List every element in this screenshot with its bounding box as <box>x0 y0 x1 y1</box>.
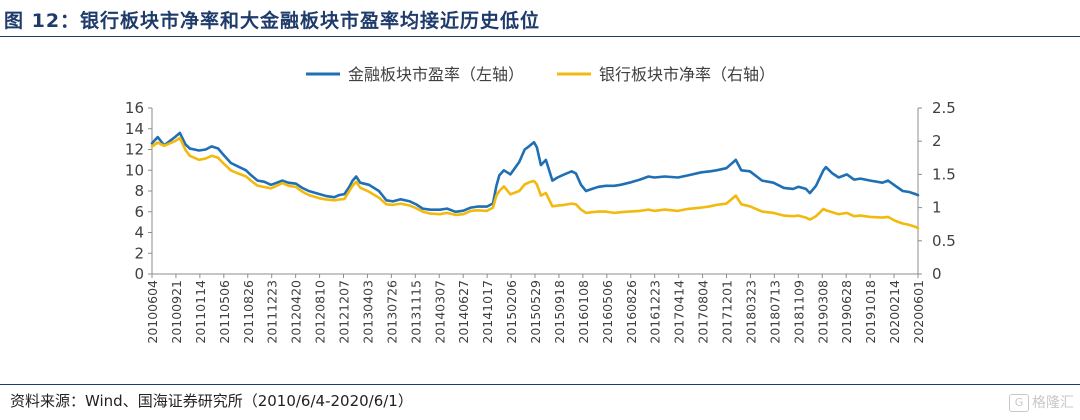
x-tick-label: 20130403 <box>360 280 375 344</box>
x-tick-label: 20110826 <box>241 280 256 344</box>
left-tick-label: 2 <box>134 244 144 262</box>
legend-item-financial-pe: 金融板块市盈率（左轴） <box>348 65 524 84</box>
x-tick-label: 20120810 <box>313 280 328 344</box>
x-tick-label: 20140627 <box>456 280 471 344</box>
x-tick-label: 20100921 <box>169 280 184 344</box>
x-tick-label: 20110114 <box>193 280 208 344</box>
financial-pe-line <box>150 131 920 214</box>
chart-legend: 金融板块市盈率（左轴） 银行板块市净率（右轴） <box>306 65 775 84</box>
source-rule <box>0 384 1080 385</box>
right-tick-label: 1.5 <box>932 165 956 183</box>
left-tick-label: 6 <box>134 203 144 221</box>
x-tick-label: 20150918 <box>552 280 567 344</box>
x-tick-label: 20100604 <box>145 280 160 344</box>
right-tick-label: 0.5 <box>932 232 956 250</box>
x-tick-label: 20111223 <box>265 280 280 344</box>
x-tick-label: 20130726 <box>384 280 399 344</box>
x-tick-label: 20131115 <box>408 280 423 344</box>
left-tick-label: 14 <box>125 120 144 138</box>
dual-axis-line-chart: 金融板块市盈率（左轴） 银行板块市净率（右轴） 024681012141600.5… <box>125 65 956 344</box>
x-tick-label: 20160826 <box>624 280 639 344</box>
x-tick-label: 20200214 <box>887 280 902 344</box>
watermark-logo: G 格隆汇 <box>1009 392 1074 412</box>
left-tick-label: 0 <box>134 265 144 283</box>
source-note: 资料来源：Wind、国海证券研究所（2010/6/4-2020/6/1） <box>10 392 413 410</box>
right-tick-label: 2 <box>932 132 942 150</box>
x-tick-label: 20170804 <box>696 280 711 344</box>
x-tick-label: 20140307 <box>432 280 447 344</box>
x-tick-label: 20150529 <box>528 280 543 344</box>
left-tick-label: 10 <box>125 161 144 179</box>
left-tick-label: 4 <box>134 224 144 242</box>
x-tick-label: 20161223 <box>648 280 663 344</box>
x-tick-label: 20170414 <box>672 280 687 344</box>
figure-title: 图 12：银行板块市净率和大金融板块市盈率均接近历史低位 <box>4 10 541 32</box>
x-tick-label: 20110506 <box>217 280 232 344</box>
x-tick-label: 20120420 <box>289 280 304 344</box>
x-tick-label: 20181109 <box>791 280 806 344</box>
x-tick-label: 20191018 <box>863 280 878 344</box>
x-tick-label: 20160506 <box>600 280 615 344</box>
legend-item-bank-pb: 银行板块市净率（右轴） <box>599 65 775 84</box>
bank-pb-line <box>150 136 920 230</box>
x-tick-label: 20121207 <box>337 280 352 344</box>
x-tick-label: 20190308 <box>815 280 830 344</box>
left-tick-label: 8 <box>134 182 144 200</box>
watermark-text: 格隆汇 <box>1032 395 1074 411</box>
left-tick-label: 16 <box>125 99 144 117</box>
x-tick-label: 20190628 <box>839 280 854 344</box>
right-tick-label: 2.5 <box>932 99 956 117</box>
x-tick-label: 20180713 <box>767 280 782 344</box>
x-tick-label: 20141017 <box>480 280 495 344</box>
left-tick-label: 12 <box>125 141 144 159</box>
x-tick-label: 20150206 <box>504 280 519 344</box>
x-tick-label: 20200601 <box>911 280 926 344</box>
watermark-icon: G <box>1009 394 1029 412</box>
x-tick-label: 20171201 <box>720 280 735 344</box>
chart-axes: 0 2 4 6 8 10 12 14 16 0 0.5 1 1.5 2 2.5 20100604 2010092… <box>125 99 956 344</box>
x-tick-label: 20180323 <box>743 280 758 344</box>
right-tick-label: 1 <box>932 199 942 217</box>
right-tick-label: 0 <box>932 265 942 283</box>
chart-lines <box>150 131 920 230</box>
x-tick-label: 20160108 <box>576 280 591 344</box>
title-rule <box>0 36 1080 37</box>
